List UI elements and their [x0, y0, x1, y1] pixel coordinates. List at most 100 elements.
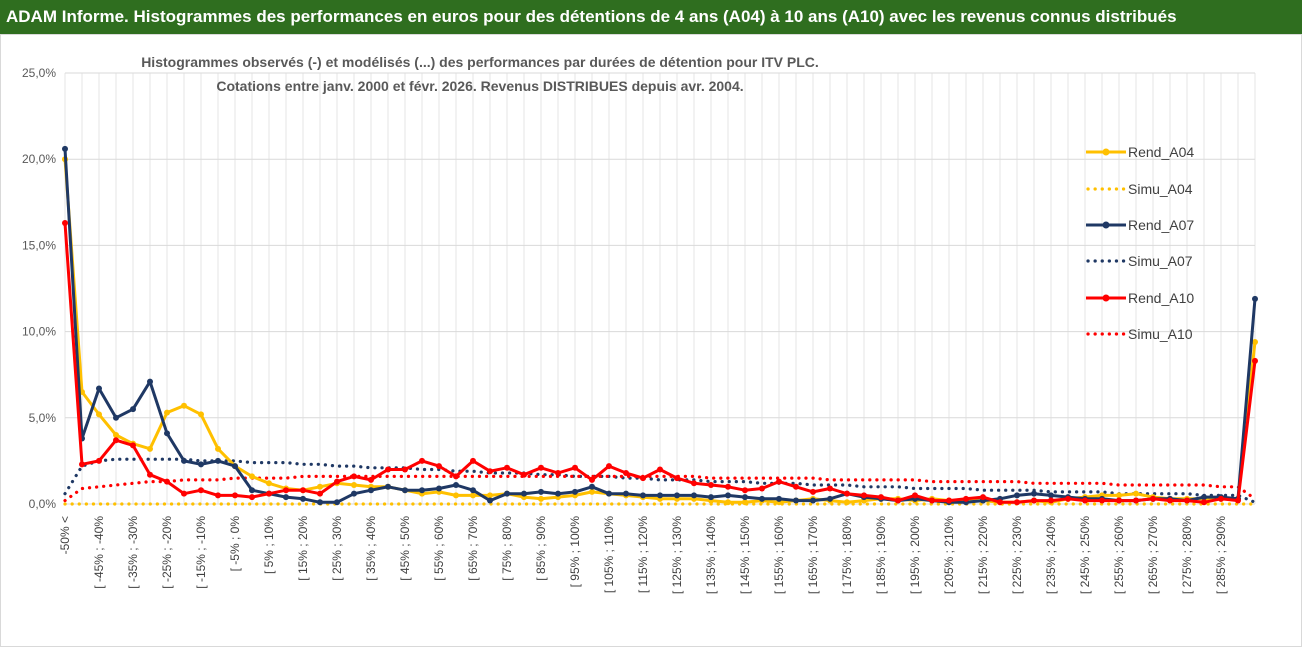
- data-point: [215, 457, 221, 464]
- data-point: [419, 457, 425, 464]
- data-point: [674, 475, 680, 482]
- data-point: [215, 445, 221, 452]
- data-point: [572, 464, 578, 471]
- data-point: [470, 457, 476, 464]
- data-point: [912, 492, 918, 499]
- data-point: [606, 463, 612, 470]
- data-point: [844, 499, 850, 506]
- x-tick-label: [ 15% ; 20%: [296, 516, 310, 581]
- y-axis-ticks: 0,0% 5,0% 10,0% 15,0% 20,0% 25,0%: [22, 66, 56, 511]
- x-tick-label: [ 175% ; 180%: [840, 516, 854, 594]
- data-point: [453, 482, 459, 489]
- data-point: [810, 488, 816, 495]
- chart-legend: Rend_A04 Simu_A04 Rend_A07 Simu_A07 Rend_A10…: [1086, 134, 1266, 352]
- series-simu-a07: [63, 457, 1257, 504]
- data-point: [249, 473, 255, 480]
- data-point: [640, 492, 646, 499]
- data-point: [487, 492, 493, 499]
- data-point: [657, 492, 663, 499]
- x-tick-label: [ 75% ; 80%: [500, 516, 514, 581]
- legend-swatch: [1086, 294, 1126, 302]
- data-point: [640, 475, 646, 482]
- data-point: [1065, 495, 1071, 502]
- x-tick-label: [ 105% ; 110%: [602, 516, 616, 593]
- data-point: [538, 488, 544, 495]
- data-point: [181, 402, 187, 409]
- data-point: [385, 483, 391, 490]
- data-point: [589, 476, 595, 483]
- x-tick-label: [ 135% ; 140%: [704, 516, 718, 594]
- data-point: [351, 473, 357, 480]
- data-point: [164, 409, 170, 416]
- data-point: [742, 487, 748, 494]
- data-point: [249, 487, 255, 494]
- data-point: [96, 385, 102, 392]
- data-point: [470, 492, 476, 499]
- data-point: [1133, 490, 1139, 497]
- gridlines: [64, 72, 1256, 505]
- y-tick-label: 15,0%: [22, 238, 56, 252]
- data-point: [283, 487, 289, 494]
- data-point: [759, 485, 765, 492]
- legend-item: Rend_A04: [1086, 134, 1266, 170]
- x-tick-label: [ 115% ; 120%: [636, 516, 650, 593]
- data-point: [606, 490, 612, 497]
- data-point: [776, 478, 782, 485]
- data-point: [997, 499, 1003, 506]
- y-tick-label: 5,0%: [29, 411, 57, 425]
- data-point: [1167, 497, 1173, 504]
- data-point: [657, 466, 663, 473]
- data-point: [62, 145, 68, 152]
- y-tick-label: 25,0%: [22, 66, 56, 80]
- data-point: [436, 463, 442, 470]
- legend-swatch: [1086, 259, 1126, 263]
- data-point: [232, 463, 238, 470]
- legend-item: Rend_A10: [1086, 280, 1266, 316]
- data-point: [181, 490, 187, 497]
- x-tick-label: [ 265% ; 270%: [1146, 516, 1160, 594]
- x-tick-label: [ 145% ; 150%: [738, 516, 752, 594]
- legend-swatch: [1086, 186, 1126, 191]
- data-point: [1184, 497, 1190, 504]
- chart-title-line-1: Histogrammes observés (-) et modélisés (…: [141, 54, 819, 70]
- series-line: [63, 457, 1257, 504]
- chart-title-line-2: Cotations entre janv. 2000 et févr. 2026…: [216, 78, 744, 94]
- data-point: [1201, 499, 1207, 506]
- data-point: [385, 466, 391, 473]
- data-point: [708, 482, 714, 489]
- data-point: [1082, 497, 1088, 504]
- x-tick-label: [ 95% ; 100%: [568, 516, 582, 588]
- data-point: [555, 469, 561, 476]
- data-point: [351, 490, 357, 497]
- x-tick-label: [ 35% ; 40%: [364, 516, 378, 581]
- data-point: [266, 490, 272, 497]
- x-tick-label: [ 85% ; 90%: [534, 516, 548, 581]
- data-point: [691, 492, 697, 499]
- legend-marker: [1102, 294, 1110, 302]
- data-point: [1116, 497, 1122, 504]
- data-point: [827, 495, 833, 502]
- data-point: [164, 478, 170, 485]
- data-point: [725, 492, 731, 499]
- data-point: [589, 483, 595, 490]
- data-point: [436, 485, 442, 492]
- data-point: [861, 492, 867, 499]
- data-point: [487, 497, 493, 504]
- data-point: [113, 432, 119, 439]
- data-point: [368, 476, 374, 483]
- legend-item: Simu_A10: [1086, 316, 1266, 352]
- legend-label: Rend_A10: [1128, 289, 1195, 306]
- chart-title: Histogrammes observés (-) et modélisés (…: [0, 50, 960, 98]
- legend-label: Simu_A10: [1128, 326, 1193, 343]
- data-point: [929, 497, 935, 504]
- data-point: [96, 411, 102, 418]
- data-point: [1031, 490, 1037, 497]
- data-point: [249, 494, 255, 501]
- data-point: [674, 492, 680, 499]
- data-point: [402, 487, 408, 494]
- x-tick-label: [ 275% ; 280%: [1180, 516, 1194, 594]
- data-point: [504, 490, 510, 497]
- data-point: [742, 499, 748, 506]
- x-tick-label: [ 245% ; 250%: [1078, 516, 1092, 594]
- data-point: [470, 487, 476, 494]
